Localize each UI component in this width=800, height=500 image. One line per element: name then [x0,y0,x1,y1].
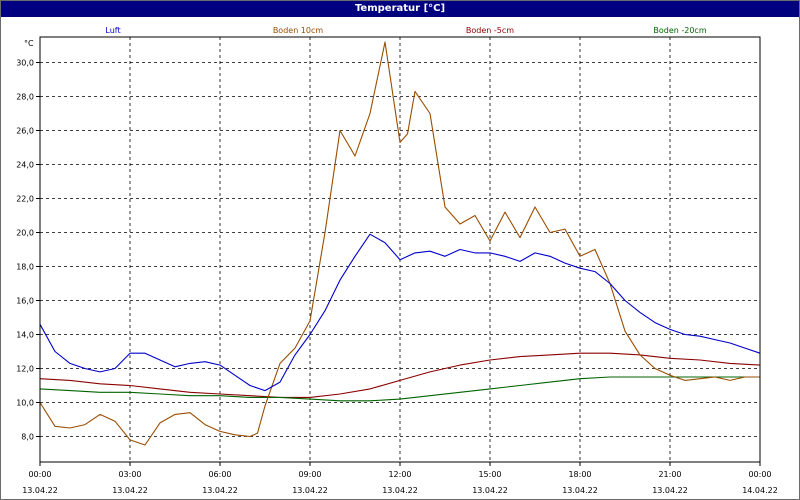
y-axis-unit: °C [24,39,34,48]
x-tick-label-time: 09:00 [298,470,321,479]
x-tick-label-date: 13.04.22 [202,486,238,495]
x-tick-label-time: 00:00 [748,470,771,479]
legend-entry: Boden -20cm [653,26,706,35]
legend-entry: Boden -5cm [466,26,514,35]
y-tick-label: 30,0 [16,59,34,68]
y-tick-label: 18,0 [16,263,34,272]
legend: Luft Boden 10cm Boden -5cm Boden -20cm [105,26,706,35]
grid-layer [40,37,760,462]
x-tick-label-date: 13.04.22 [112,486,148,495]
y-tick-label: 24,0 [16,161,34,170]
x-tick-label-date: 13.04.22 [22,486,58,495]
y-tick-label: 12,0 [16,365,34,374]
plot-area [39,36,761,463]
y-tick-label: 26,0 [16,127,34,136]
window-title: Temperatur [°C] [1,1,799,17]
x-tick-label-date: 13.04.22 [652,486,688,495]
y-tick-label: 22,0 [16,195,34,204]
y-tick-label: 20,0 [16,229,34,238]
y-axis-ticks: 8,0 10,0 12,0 14,0 16,0 18,0 20,0 22,0 24,0 26,0 2… [16,59,40,442]
x-tick-label-date: 13.04.22 [292,486,328,495]
x-tick-label-time: 21:00 [658,470,681,479]
series-layer [39,41,761,446]
x-tick-label-date: 13.04.22 [562,486,598,495]
series-line-boden-20cm [39,376,760,402]
x-tick-label-date: 14.04.22 [742,486,778,495]
series-line-boden-10cm [39,41,760,446]
y-tick-label: 8,0 [21,433,34,442]
x-tick-label-time: 06:00 [208,470,231,479]
legend-entry: Boden 10cm [273,26,324,35]
legend-entry: Luft [105,26,120,35]
x-tick-label-time: 18:00 [568,470,591,479]
y-tick-label: 16,0 [16,297,34,306]
y-tick-label: 10,0 [16,399,34,408]
x-tick-label-date: 13.04.22 [382,486,418,495]
x-tick-label-time: 15:00 [478,470,501,479]
series-line-luft [39,233,761,392]
y-tick-label: 28,0 [16,93,34,102]
x-tick-label-time: 12:00 [388,470,411,479]
x-axis-ticks: 00:00 13.04.22 03:00 13.04.22 06:00 13.04.22 0… [22,462,778,495]
y-tick-label: 14,0 [16,331,34,340]
x-tick-label-time: 00:00 [28,470,51,479]
x-tick-label-time: 03:00 [118,470,141,479]
x-tick-label-date: 13.04.22 [472,486,508,495]
